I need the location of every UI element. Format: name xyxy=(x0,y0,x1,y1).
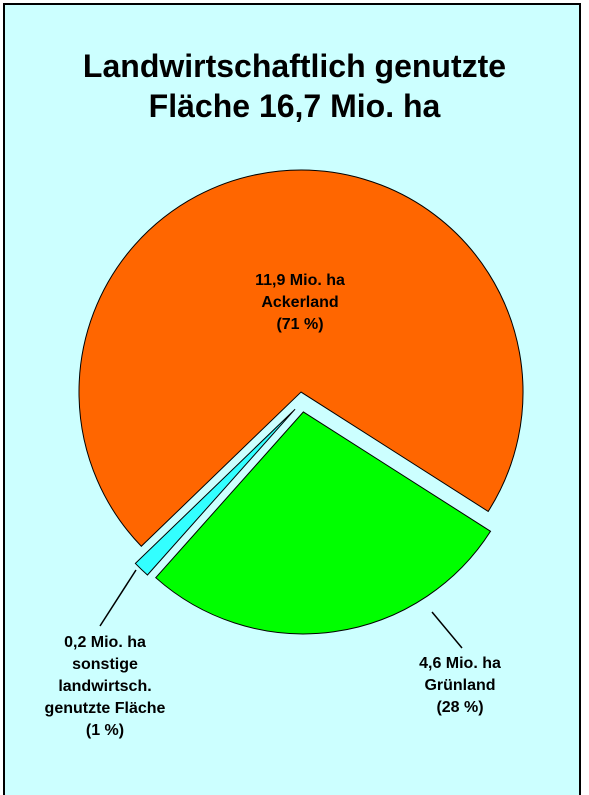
leader-line xyxy=(431,611,463,649)
value-label: 11,9 Mio. ha xyxy=(255,272,345,289)
pie-slice xyxy=(155,411,492,635)
value-label: 0,2 Mio. ha xyxy=(64,634,146,651)
pie-slice xyxy=(78,169,524,547)
share-label: (71 %) xyxy=(276,316,324,333)
title-box: Landwirtschaftlich genutzte Fläche 16,7 … xyxy=(0,46,589,126)
value-label: 4,6 Mio. ha xyxy=(419,655,501,672)
share-label: (28 %) xyxy=(436,699,484,716)
slice-label: 11,9 Mio. ha Ackerland (71 %) xyxy=(215,270,385,336)
chart-title: Landwirtschaftlich genutzte Fläche 16,7 … xyxy=(82,48,507,124)
category-label: sonstige landwirtsch. genutzte Fläche xyxy=(44,656,166,717)
pie-slice xyxy=(134,408,296,576)
category-label: Ackerland xyxy=(261,294,339,311)
share-label: (1 %) xyxy=(85,722,125,739)
category-label: Grünland xyxy=(424,677,496,694)
slice-label: 0,2 Mio. ha sonstige landwirtsch. genutzt… xyxy=(30,632,180,742)
leader-line xyxy=(99,569,137,627)
slice-label: 4,6 Mio. ha Grünland (28 %) xyxy=(375,653,545,719)
